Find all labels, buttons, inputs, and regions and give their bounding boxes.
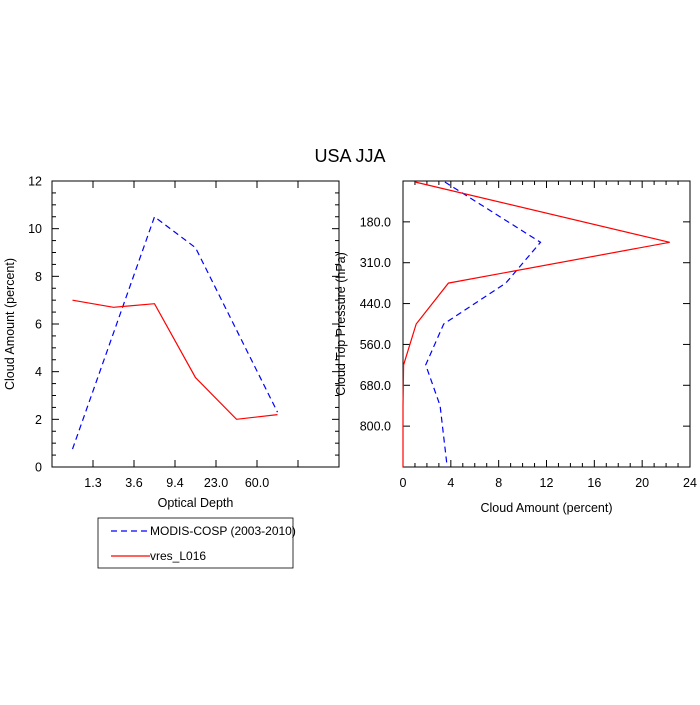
right-x-tick-label: 24	[683, 476, 697, 490]
right-x-tick-label: 4	[447, 476, 454, 490]
left-series-modis-line	[71, 215, 279, 450]
right-series-vres-line	[402, 181, 670, 467]
left-x-tick-label: 60.0	[245, 476, 269, 490]
legend-label-vres: vres_L016	[150, 549, 206, 563]
left-y-axis-label: Cloud Amount (percent)	[3, 258, 17, 390]
right-y-tick-label: 440.0	[360, 297, 391, 311]
right-x-tick-label: 12	[540, 476, 554, 490]
left-y-tick-label: 10	[28, 222, 42, 236]
right-x-tick-label: 20	[635, 476, 649, 490]
legend-label-modis: MODIS-COSP (2003-2010)	[150, 524, 296, 538]
left-x-tick-label: 1.3	[84, 476, 101, 490]
left-panel: 1.3 3.6 9.4 23.0 60.0 0 2 4 6 8 10 12 Optical Depth C…	[3, 175, 340, 510]
left-x-tick-label: 3.6	[125, 476, 142, 490]
left-y-tick-label: 8	[35, 270, 42, 284]
right-y-tick-label: 680.0	[360, 379, 391, 393]
right-x-axis-label: Cloud Amount (percent)	[480, 501, 612, 515]
legend: MODIS-COSP (2003-2010) vres_L016	[97, 517, 296, 569]
right-y-tick-label: 800.0	[360, 420, 391, 434]
left-series-vres-line	[72, 299, 278, 420]
left-y-tick-label: 6	[35, 318, 42, 332]
left-x-axis-label: Optical Depth	[158, 496, 234, 510]
right-y-axis-label: Cloud Top Pressure (hPa)	[334, 252, 348, 396]
left-x-tick-label: 23.0	[204, 476, 228, 490]
left-x-tick-label: 9.4	[166, 476, 183, 490]
right-x-tick-label: 8	[495, 476, 502, 490]
right-plot-frame	[402, 180, 691, 468]
right-panel: 0 4 8 12 16 20 24 180.0 310.0 440.0 560.0 680.0 800.…	[334, 180, 697, 515]
figure-title: USA JJA	[314, 146, 385, 166]
right-series-modis-line	[425, 181, 542, 468]
left-y-tick-label: 2	[35, 413, 42, 427]
right-y-tick-label: 180.0	[360, 215, 391, 229]
right-y-tick-label: 560.0	[360, 338, 391, 352]
right-y-tick-label: 310.0	[360, 256, 391, 270]
left-y-tick-label: 4	[35, 365, 42, 379]
right-x-tick-label: 0	[400, 476, 407, 490]
right-x-tick-label: 16	[587, 476, 601, 490]
legend-box	[97, 517, 294, 569]
left-y-tick-label: 0	[35, 461, 42, 475]
left-plot-frame	[51, 180, 340, 468]
left-y-tick-label: 12	[28, 175, 42, 189]
